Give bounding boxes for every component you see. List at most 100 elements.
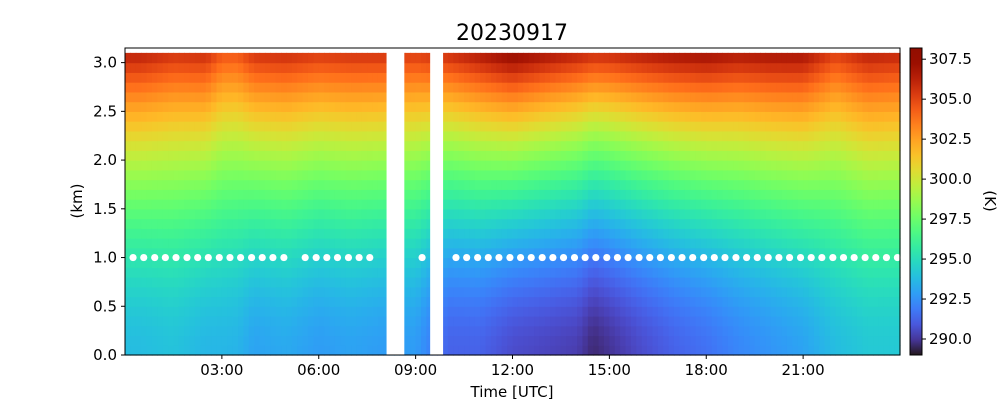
heatmap-cell	[690, 62, 697, 73]
heatmap-cell	[469, 179, 476, 190]
heatmap-cell	[125, 325, 131, 337]
heatmap-cell	[135, 130, 142, 142]
heatmap-cell	[690, 52, 697, 64]
heatmap-cell	[173, 247, 180, 259]
heatmap-cell	[130, 72, 137, 83]
heatmap-cell	[840, 316, 847, 327]
heatmap-cell	[711, 111, 718, 122]
colorbar-gradient	[909, 47, 923, 356]
heatmap-cell	[636, 179, 643, 190]
heatmap-cell	[700, 91, 707, 103]
heatmap-cell	[501, 247, 508, 259]
heatmap-cell	[883, 160, 890, 171]
heatmap-cell	[846, 140, 853, 151]
heatmap-cell	[313, 316, 320, 327]
heatmap-cell	[275, 228, 282, 239]
heatmap-cell	[690, 257, 697, 268]
marker-point	[882, 253, 891, 262]
marker-point	[366, 253, 374, 262]
heatmap-cell	[275, 101, 282, 112]
heatmap-cell	[340, 208, 347, 220]
heatmap-cell	[464, 238, 471, 249]
heatmap-cell	[227, 111, 234, 122]
heatmap-cell	[270, 72, 277, 83]
heatmap-cell	[307, 111, 314, 122]
heatmap-cell	[146, 316, 153, 327]
heatmap-cell	[302, 238, 309, 249]
heatmap-cell	[270, 140, 277, 151]
heatmap-cell	[221, 189, 228, 200]
heatmap-cell	[264, 52, 271, 64]
heatmap-cell	[673, 72, 680, 83]
heatmap-cell	[765, 179, 772, 190]
heatmap-cell	[464, 257, 471, 268]
heatmap-cell	[141, 335, 148, 346]
heatmap-cell	[189, 247, 196, 259]
heatmap-cell	[819, 140, 826, 151]
heatmap-cell	[873, 91, 880, 103]
heatmap-cell	[824, 316, 831, 327]
heatmap-cell	[770, 316, 777, 327]
heatmap-cell	[883, 335, 890, 346]
heatmap-cell	[189, 121, 196, 132]
heatmap-cell	[657, 140, 664, 151]
heatmap-cell	[157, 101, 164, 112]
heatmap-cell	[717, 238, 723, 249]
heatmap-cell	[544, 169, 551, 181]
heatmap-cell	[587, 325, 594, 337]
heatmap-cell	[383, 160, 390, 171]
heatmap-cell	[867, 325, 874, 337]
heatmap-cell	[539, 82, 546, 93]
heatmap-cell	[862, 140, 869, 151]
heatmap-cell	[318, 62, 325, 73]
heatmap-cell	[361, 208, 368, 220]
heatmap-cell	[259, 189, 266, 200]
heatmap-cell	[334, 62, 341, 73]
heatmap-cell	[824, 91, 831, 103]
heatmap-cell	[555, 179, 562, 190]
heatmap-cell	[221, 160, 228, 171]
heatmap-cell	[609, 199, 616, 210]
heatmap-cell	[141, 189, 148, 200]
heatmap-cell	[480, 150, 487, 161]
heatmap-cell	[609, 189, 616, 200]
heatmap-cell	[168, 257, 175, 268]
heatmap-cell	[313, 101, 320, 112]
heatmap-cell	[803, 257, 810, 268]
heatmap-cell	[367, 238, 374, 249]
heatmap-cell	[184, 228, 191, 239]
heatmap-cell	[135, 208, 142, 220]
heatmap-cell	[151, 150, 158, 161]
heatmap-cell	[582, 150, 589, 161]
heatmap-cell	[609, 296, 616, 307]
heatmap-cell	[711, 160, 718, 171]
heatmap-cell	[749, 111, 756, 122]
heatmap-cell	[480, 218, 487, 229]
heatmap-cell	[743, 62, 750, 73]
heatmap-cell	[614, 52, 621, 64]
heatmap-cell	[318, 257, 325, 268]
heatmap-cell	[781, 257, 788, 268]
heatmap-cell	[286, 189, 293, 200]
heatmap-cell	[776, 169, 783, 181]
heatmap-cell	[684, 199, 691, 210]
heatmap-cell	[227, 247, 234, 259]
heatmap-cell	[485, 238, 492, 249]
heatmap-cell	[281, 101, 288, 112]
heatmap-cell	[534, 121, 541, 132]
heatmap-cell	[684, 345, 691, 356]
heatmap-cell	[356, 277, 363, 288]
heatmap-cell	[507, 160, 514, 171]
heatmap-cell	[598, 296, 605, 307]
heatmap-cell	[603, 179, 610, 190]
heatmap-cell	[534, 335, 541, 346]
heatmap-cell	[189, 286, 196, 298]
heatmap-cell	[856, 62, 863, 73]
heatmap-cell	[867, 91, 874, 103]
heatmap-cell	[178, 335, 185, 346]
heatmap-cell	[248, 169, 255, 181]
heatmap-cell	[464, 130, 471, 142]
heatmap-cell	[216, 238, 223, 249]
heatmap-cell	[426, 267, 433, 278]
heatmap-cell	[690, 345, 697, 356]
